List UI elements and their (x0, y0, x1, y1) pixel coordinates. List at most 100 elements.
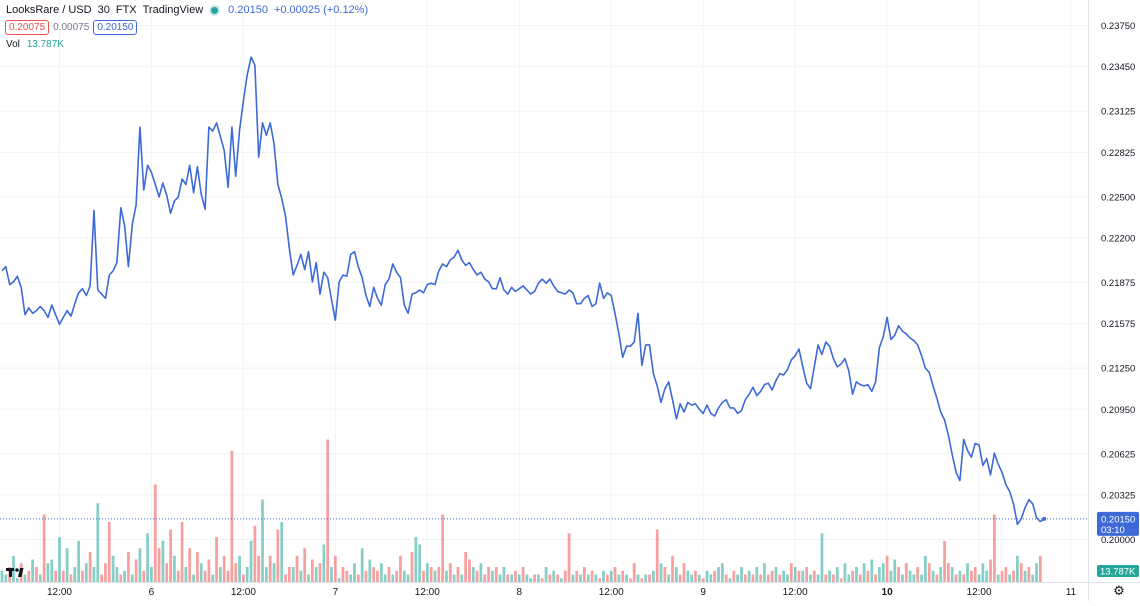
x-tick-label: 11 (1066, 587, 1077, 598)
volume-bar (1023, 570, 1027, 582)
volume-bar (142, 570, 146, 582)
volume-bar (740, 567, 743, 582)
volume-bar (648, 574, 651, 582)
volume-bar (732, 570, 736, 582)
volume-bar (96, 503, 100, 582)
volume-bar (874, 574, 877, 582)
gear-icon[interactable]: ⚙ (1113, 583, 1125, 598)
interval-label[interactable]: 30 (97, 4, 110, 16)
volume-bar (130, 574, 134, 582)
volume-bar (901, 574, 904, 582)
volume-bar (138, 548, 142, 582)
volume-bar (809, 574, 812, 582)
volume-bar (686, 570, 690, 582)
volume-bar (387, 567, 391, 582)
volume-bar (651, 570, 655, 582)
last-price-tag-countdown: 03:10 (1101, 525, 1125, 536)
volume-bar (916, 567, 920, 582)
volume-bar (73, 567, 77, 582)
volume-bar (395, 570, 399, 582)
volume-bar (307, 574, 310, 582)
y-tick-label: 0.22825 (1101, 148, 1135, 159)
volume-bar (242, 574, 245, 582)
volume-bar (376, 570, 379, 582)
x-tick-label: 12:00 (783, 587, 808, 598)
volume-bar (92, 567, 96, 582)
tradingview-logo-icon[interactable] (6, 566, 28, 578)
volume-tag-label: 13.787K (1100, 567, 1136, 578)
y-tick-label: 0.20000 (1101, 535, 1135, 546)
volume-bar (448, 563, 452, 582)
volume-bar (437, 567, 441, 582)
volume-bar (184, 567, 188, 582)
volume-bar (245, 567, 249, 582)
volume-bar (583, 567, 586, 582)
volume-bar (425, 563, 429, 582)
volume-bar (46, 563, 50, 582)
volume-bar (238, 555, 241, 582)
volume-bar (379, 563, 383, 582)
symbol-name[interactable]: LooksRare / USD (6, 4, 92, 16)
volume-bar (832, 574, 835, 582)
volume-bar (556, 574, 559, 582)
volume-bar (364, 570, 368, 582)
volume-bar (713, 570, 717, 582)
volume-bar (127, 552, 130, 582)
volume-bar (418, 544, 422, 582)
volume-bar (215, 537, 218, 582)
volume-bar (606, 574, 609, 582)
volume-bar (257, 555, 261, 582)
volume-bar (904, 563, 908, 582)
volume-bar (287, 567, 291, 582)
symbol-legend: LooksRare / USD 30 FTX TradingView 0.201… (6, 3, 368, 18)
volume-bar (628, 578, 632, 582)
volume-bar (950, 567, 954, 582)
volume-bar (962, 574, 966, 582)
volume-bar (1027, 567, 1031, 582)
volume-bar (893, 559, 897, 582)
volume-bar (943, 540, 946, 582)
last-price-tag-price: 0.20150 (1101, 514, 1135, 525)
volume-bar (881, 563, 885, 582)
sell-price-button[interactable]: 0.20075 (5, 20, 50, 35)
volume-bar (333, 555, 337, 582)
volume-bar (498, 574, 502, 582)
volume-bar (146, 533, 149, 582)
volume-bar (586, 574, 590, 582)
volume-bar (847, 574, 851, 582)
volume-bar (812, 570, 816, 582)
buy-price-button[interactable]: 0.20150 (93, 20, 138, 35)
volume-bar (134, 559, 138, 582)
volume-bar (958, 570, 962, 582)
spread-value: 0.00075 (53, 22, 90, 33)
volume-bar (506, 574, 510, 582)
volume-bar (203, 570, 207, 582)
volume-bar (636, 574, 640, 582)
volume-bar (468, 559, 471, 582)
volume-tag-bg (1097, 565, 1139, 577)
volume-bar (778, 574, 782, 582)
volume-bar (697, 574, 701, 582)
volume-bar (540, 578, 544, 582)
volume-bar (65, 548, 69, 582)
last-price-tag-bg (1097, 511, 1139, 536)
volume-bar (81, 570, 84, 582)
volume-bar (475, 570, 479, 582)
volume-bar (720, 563, 724, 582)
volume-bar (1000, 570, 1004, 582)
volume-bar (889, 570, 893, 582)
exchange-label: FTX (115, 4, 137, 16)
volume-bar (353, 563, 356, 582)
volume-bar (326, 439, 330, 582)
volume-bar (180, 522, 184, 582)
volume-bar (1012, 570, 1015, 582)
volume-bar (763, 563, 766, 582)
volume-bar (391, 574, 395, 582)
volume-bar (690, 574, 694, 582)
volume-bar (705, 570, 709, 582)
volume-bar (291, 567, 295, 582)
volume-bar (789, 563, 793, 582)
volume-bar (345, 570, 349, 582)
